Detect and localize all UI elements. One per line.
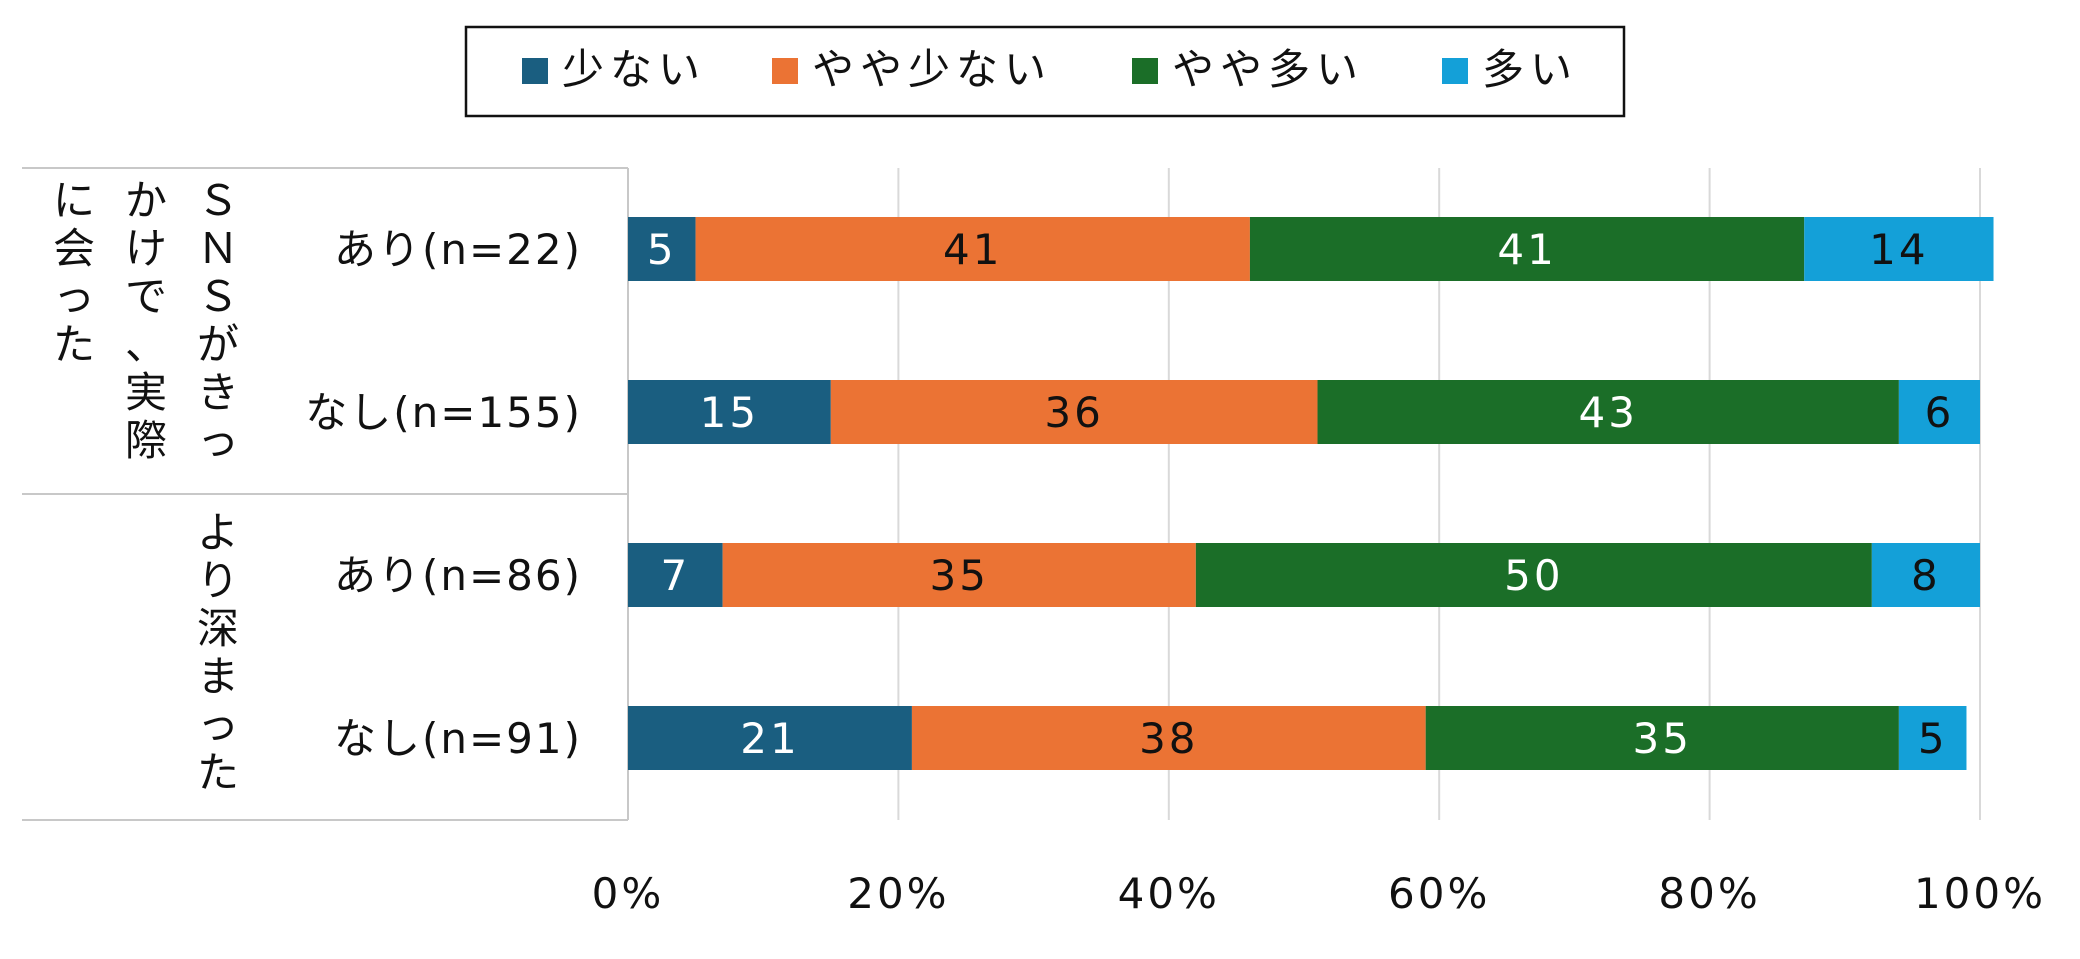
bar-segment: [1898, 380, 1980, 444]
group-label-char: が: [197, 320, 239, 369]
group-label-char: 際: [125, 416, 167, 465]
legend-swatch: [772, 58, 798, 84]
legend-swatch: [1442, 58, 1468, 84]
group-label-char: 、: [125, 320, 167, 369]
group-label-char: 深: [197, 604, 239, 653]
bar-segment: [628, 543, 723, 607]
category-label: あり(n=22): [334, 225, 582, 274]
group-label-char: Ｓ: [197, 176, 239, 225]
group-label-char: ま: [197, 652, 239, 701]
group-label-char: 会: [53, 224, 95, 273]
group-label-char: り: [197, 556, 239, 605]
x-tick-label: 80%: [1658, 869, 1760, 918]
group-label-char: け: [125, 224, 167, 273]
bar-segment: [911, 706, 1426, 770]
data-label: 21: [740, 714, 799, 763]
legend-swatch: [1132, 58, 1158, 84]
legend-label: やや少ない: [812, 45, 1052, 94]
bar-segment: [1898, 706, 1967, 770]
data-label: 14: [1869, 225, 1928, 274]
data-label: 7: [660, 551, 690, 600]
group-label-char: き: [197, 368, 239, 417]
data-label: 8: [1911, 551, 1941, 600]
category-label: あり(n=86): [334, 551, 582, 600]
legend-swatch: [522, 58, 548, 84]
bar-segment: [1871, 543, 1980, 607]
category-label: なし(n=155): [305, 388, 582, 437]
data-label: 6: [1925, 388, 1955, 437]
x-tick-label: 20%: [847, 869, 949, 918]
bar-segment: [1195, 543, 1872, 607]
data-label: 41: [943, 225, 1002, 274]
bar-segment: [628, 706, 912, 770]
data-label: 43: [1578, 388, 1637, 437]
legend-box: [464, 25, 1626, 118]
category-label: なし(n=91): [334, 714, 582, 763]
x-tick-label: 100%: [1914, 869, 2046, 918]
group-label-char: っ: [197, 416, 239, 465]
data-label: 15: [700, 388, 759, 437]
bar-segment: [628, 380, 831, 444]
axis-labels: 0% 20% 40% 60% 80% 100% あり(n=22) なし(n=155) あり(n=…: [53, 176, 2046, 918]
group-label-char: か: [125, 176, 167, 225]
data-label: 36: [1044, 388, 1103, 437]
bar-segment: [628, 217, 696, 281]
bar-segment: [1317, 380, 1899, 444]
legend: 少ない やや少ない やや多い 多い: [464, 25, 1626, 118]
data-label: 38: [1139, 714, 1198, 763]
group-label-char: た: [53, 320, 95, 369]
bar-segment: [1425, 706, 1899, 770]
group-label-char: っ: [53, 272, 95, 321]
group-label-char: よ: [197, 508, 239, 557]
legend-label: 少ない: [562, 45, 706, 94]
bar-segment: [1804, 217, 1994, 281]
data-label: 50: [1504, 551, 1563, 600]
bar-segment: [695, 217, 1250, 281]
group-label-char: っ: [197, 700, 239, 749]
x-tick-label: 0%: [592, 869, 665, 918]
legend-label: 多い: [1482, 45, 1578, 94]
bar-segment: [830, 380, 1318, 444]
group-label-char: 実: [125, 368, 167, 417]
group-label-char: た: [197, 748, 239, 797]
group-label-char: に: [53, 176, 95, 225]
bar-segment: [722, 543, 1196, 607]
bar-segment: [1249, 217, 1805, 281]
group-label-char: で: [125, 272, 167, 321]
x-tick-label: 40%: [1118, 869, 1220, 918]
data-label: 35: [1633, 714, 1692, 763]
bars: 5 41 41 14 15 36 43 6 7 35 50 8 21 38 35 5: [628, 217, 1994, 770]
legend-label: やや多い: [1172, 45, 1364, 94]
group-label-char: Ｓ: [197, 272, 239, 321]
data-label: 5: [1918, 714, 1948, 763]
group-label-char: Ｎ: [197, 224, 239, 273]
data-label: 5: [647, 225, 677, 274]
x-tick-label: 60%: [1388, 869, 1490, 918]
data-label: 41: [1497, 225, 1556, 274]
data-label: 35: [930, 551, 989, 600]
